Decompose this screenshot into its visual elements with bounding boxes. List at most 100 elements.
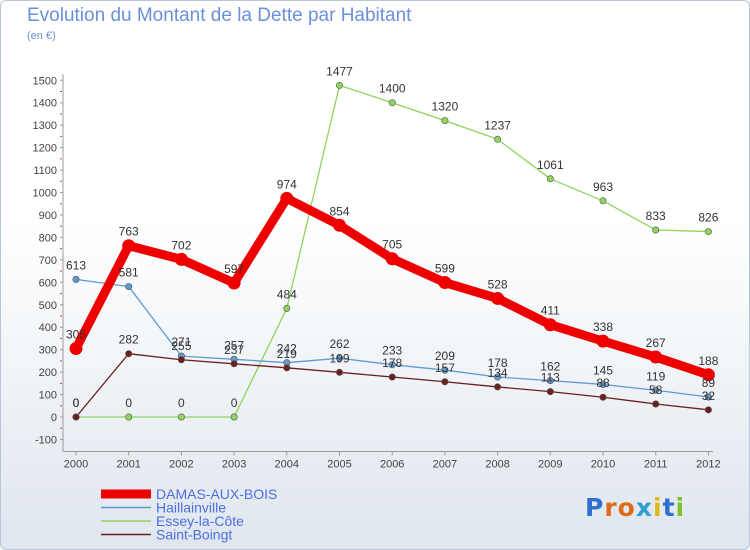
data-label-3: 58 (649, 383, 663, 397)
data-point-2 (177, 413, 185, 421)
data-point-0 (649, 350, 663, 364)
data-point-1 (494, 373, 502, 381)
data-label-3: 178 (382, 356, 402, 370)
data-point-2 (546, 175, 554, 183)
data-label-1: 257 (224, 338, 244, 352)
data-label-2: 826 (698, 211, 718, 225)
data-label-0: 599 (435, 262, 455, 276)
data-label-3: 88 (596, 376, 610, 390)
data-point-0 (701, 368, 715, 382)
data-label-0: 705 (382, 238, 402, 252)
x-tick-label: 2002 (169, 458, 193, 470)
data-point-1 (388, 361, 396, 369)
data-label-1: 581 (119, 266, 139, 280)
x-tick-label: 2003 (222, 458, 246, 470)
data-point-3 (494, 383, 502, 391)
y-tick-label: 400 (39, 322, 57, 334)
x-tick-label: 2012 (696, 458, 720, 470)
logo-letter: r (604, 493, 618, 522)
data-label-2: 0 (231, 396, 238, 410)
data-label-1: 145 (593, 363, 613, 377)
data-label-0: 763 (119, 225, 139, 239)
x-tick-label: 2011 (644, 458, 668, 470)
data-point-2 (283, 304, 291, 312)
logo-letter: i (675, 493, 686, 522)
data-label-0: 188 (698, 354, 718, 368)
y-tick-label: 300 (39, 345, 57, 357)
data-point-3 (704, 406, 712, 414)
data-point-1 (546, 377, 554, 385)
data-point-0 (174, 252, 188, 266)
legend-label-1: Haillainville (156, 500, 226, 516)
data-point-1 (704, 393, 712, 401)
y-tick-label: 1100 (33, 165, 57, 177)
data-point-2 (125, 413, 133, 421)
data-label-0: 974 (277, 177, 297, 191)
data-point-1 (72, 275, 80, 283)
data-label-2: 1320 (432, 100, 459, 114)
y-tick-label: 600 (39, 277, 57, 289)
data-label-1: 233 (382, 344, 402, 358)
data-point-2 (335, 81, 343, 89)
data-label-1: 242 (277, 342, 297, 356)
y-tick-label: 700 (39, 255, 57, 267)
data-point-0 (333, 218, 346, 232)
data-point-3 (230, 360, 238, 368)
legend-label-0: DAMAS-AUX-BOIS (156, 486, 277, 502)
x-tick-label: 2010 (591, 458, 615, 470)
data-point-2 (441, 117, 449, 125)
data-label-2: 0 (125, 396, 132, 410)
data-point-0 (491, 291, 505, 305)
x-tick-label: 2007 (433, 458, 457, 470)
chart-title: Evolution du Montant de la Dette par Hab… (27, 5, 412, 26)
y-tick-label: 1000 (33, 188, 57, 200)
data-label-3: 113 (541, 371, 560, 385)
x-tick-label: 2005 (327, 458, 351, 470)
data-label-3: 219 (277, 347, 297, 361)
data-point-3 (441, 378, 449, 386)
x-tick-label: 2000 (64, 458, 88, 470)
data-point-3 (72, 413, 80, 421)
data-point-2 (230, 413, 238, 421)
data-point-0 (227, 276, 241, 290)
data-label-2: 833 (646, 209, 666, 223)
data-point-3 (335, 368, 343, 376)
legend-label-2: Essey-la-Côte (156, 513, 244, 529)
legend-label-3: Saint-Boingt (156, 527, 232, 543)
data-label-2: 1061 (537, 158, 564, 172)
data-label-3: 237 (224, 343, 244, 357)
data-label-0: 702 (171, 238, 191, 252)
chart-subtitle: (en €) (27, 30, 56, 42)
data-label-3: 157 (435, 361, 455, 375)
data-label-0: 597 (224, 262, 244, 276)
data-point-0 (543, 318, 557, 332)
data-point-1 (335, 354, 343, 362)
data-point-3 (652, 400, 660, 408)
data-point-1 (652, 386, 660, 394)
data-point-2 (388, 99, 396, 107)
x-tick-label: 2008 (485, 458, 509, 470)
data-label-2: 963 (593, 180, 613, 194)
data-point-0 (69, 342, 83, 356)
logo-letter: x (635, 493, 653, 522)
data-point-2 (704, 228, 712, 236)
data-point-1 (125, 283, 133, 291)
data-label-0: 338 (593, 320, 613, 334)
data-label-2: 0 (73, 396, 80, 410)
data-label-3: 32 (702, 389, 716, 403)
y-tick-label: 1500 (33, 75, 57, 87)
data-label-1: 613 (66, 258, 86, 272)
y-tick-label: 800 (39, 232, 57, 244)
data-label-1: 162 (540, 360, 560, 374)
data-point-0 (385, 252, 399, 266)
data-label-3: 0 (73, 396, 80, 410)
y-tick-label: 900 (39, 210, 57, 222)
x-tick-label: 2006 (380, 458, 404, 470)
logo-letter: P (585, 493, 605, 522)
data-point-2 (494, 135, 502, 143)
data-point-1 (599, 380, 607, 388)
data-point-3 (599, 393, 607, 401)
x-tick-label: 2004 (275, 458, 299, 470)
